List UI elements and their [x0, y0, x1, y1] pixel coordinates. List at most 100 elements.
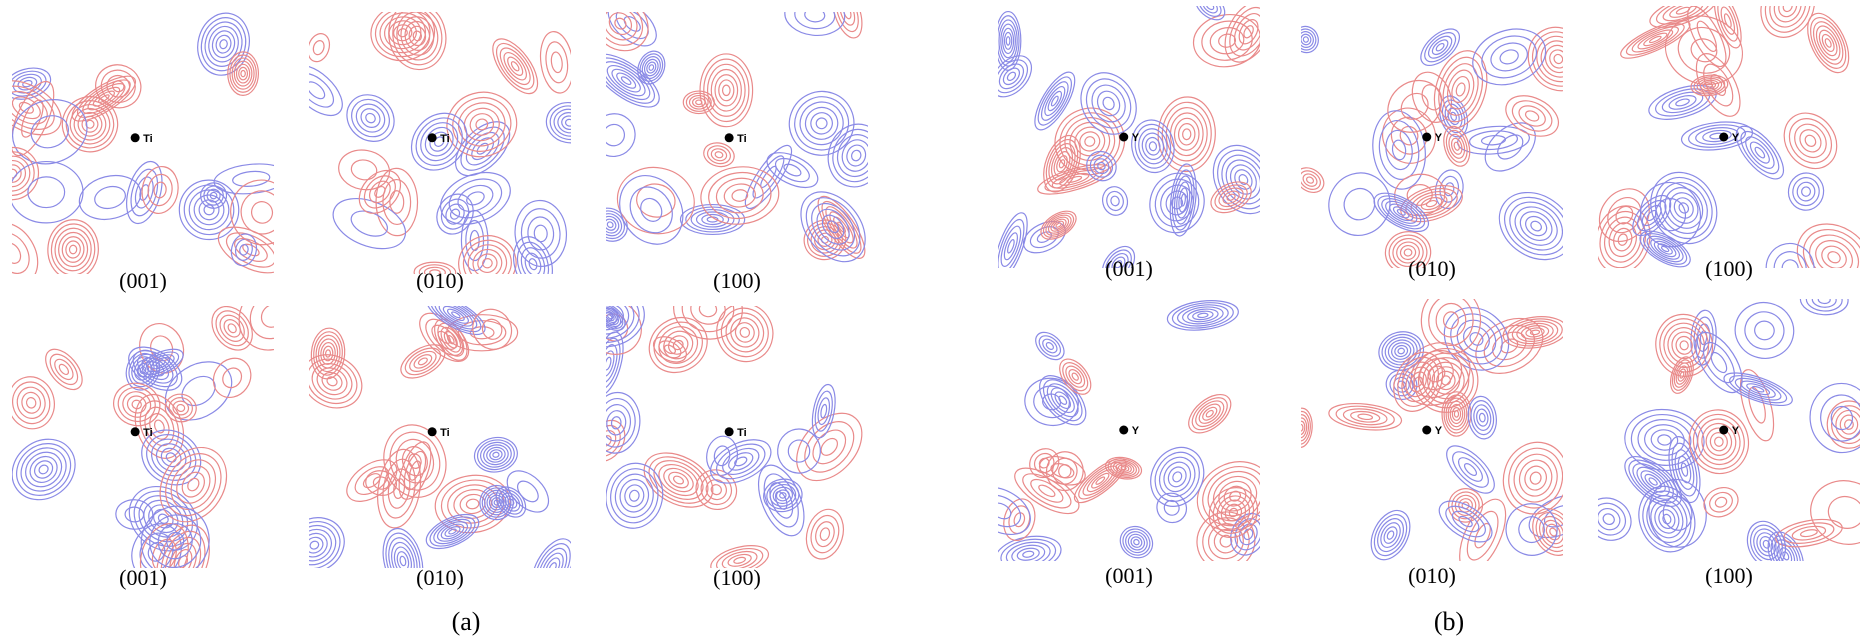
contour-line [810, 112, 833, 135]
contour-line [766, 152, 819, 189]
contour-line [1217, 149, 1260, 210]
contour-line [312, 40, 325, 56]
contour-line [1508, 447, 1563, 509]
contour-line [309, 521, 341, 568]
contour-line [1110, 195, 1120, 207]
contour-line [455, 121, 511, 177]
contour-line [12, 222, 39, 274]
contour-line [1378, 119, 1420, 180]
contour-plot [998, 300, 1260, 561]
contour-line [1435, 42, 1445, 52]
contour-line [533, 224, 548, 243]
contour-line [1749, 141, 1770, 164]
contour-line [1773, 6, 1802, 23]
contour-line [1702, 129, 1732, 143]
contour-line [69, 104, 111, 145]
contour-line [1653, 240, 1677, 258]
contour-line [1544, 44, 1563, 74]
contour-line [409, 350, 437, 372]
contour-line [483, 444, 509, 466]
contour-line [462, 239, 512, 274]
contour-line [1405, 187, 1458, 220]
contour-line [1050, 147, 1074, 181]
contour-line [313, 331, 343, 376]
contour-line [12, 438, 76, 501]
contour-line [1089, 154, 1114, 178]
contour-line [607, 12, 657, 47]
contour-line [445, 203, 465, 225]
contour-line [215, 34, 232, 54]
plane-label: (010) [1408, 563, 1456, 588]
contour-line [1754, 146, 1766, 159]
contour-line [1821, 245, 1847, 268]
contour-line [227, 51, 260, 96]
contour-line [769, 482, 794, 519]
contour-line [1102, 96, 1115, 111]
contour-line [805, 508, 845, 560]
contour-line [1194, 6, 1226, 21]
contour-line [506, 470, 550, 513]
contour-line [520, 208, 561, 259]
contour-plot [309, 306, 571, 568]
contour-line [424, 126, 454, 157]
contour-line [82, 83, 126, 115]
contour-line [1047, 90, 1063, 112]
contour-line [658, 463, 699, 497]
contour-line [846, 144, 867, 167]
contour-line [998, 212, 1028, 268]
contour-line [832, 128, 868, 183]
contour-line [1650, 499, 1684, 539]
contour-line [1810, 480, 1860, 545]
contour-line [1377, 195, 1426, 230]
contour-line [1805, 299, 1843, 312]
contour-line [400, 344, 446, 379]
contour-line [804, 106, 839, 140]
contour-line [1787, 172, 1825, 211]
contour-line [820, 437, 839, 456]
contour-line [326, 376, 338, 387]
contour-line [1413, 376, 1423, 388]
contour-line [387, 468, 411, 509]
contour-line [1452, 451, 1489, 488]
contour-line [25, 451, 63, 488]
contour-line [1196, 461, 1260, 532]
contour-line [12, 160, 84, 224]
contour-line [1782, 6, 1793, 13]
contour-line [703, 58, 750, 123]
contour-line [425, 318, 464, 356]
contour-line [203, 185, 224, 206]
contour-line [1709, 432, 1728, 452]
contour-line [1796, 181, 1816, 202]
contour-line [49, 353, 79, 386]
contour-line [1086, 469, 1114, 493]
contour-line [1669, 356, 1694, 394]
contour-line [1518, 459, 1553, 497]
contour-line [1166, 300, 1239, 331]
contour-line [132, 350, 178, 388]
contour-line [1400, 184, 1463, 223]
contour-line [230, 233, 258, 267]
contour-line [606, 210, 625, 240]
contour-line [480, 441, 512, 468]
contour-line [1225, 159, 1260, 200]
contour-line [1431, 39, 1449, 56]
contour-line [12, 80, 55, 157]
contour-line [472, 248, 503, 274]
contour-line [1033, 385, 1070, 419]
contour-line [187, 477, 200, 492]
contour-line [1170, 196, 1184, 210]
contour-line [1680, 462, 1689, 477]
contour-line [504, 495, 518, 509]
contour-line [819, 527, 831, 541]
contour-line [1505, 95, 1559, 137]
contour-line [1811, 299, 1837, 308]
contour-line [557, 112, 571, 134]
contour-line [648, 456, 709, 504]
contour-line [1427, 35, 1453, 59]
contour-line [810, 514, 840, 554]
contour-line [606, 12, 649, 52]
contour-line [157, 513, 169, 524]
contour-line [606, 337, 621, 390]
contour-line [1762, 539, 1771, 549]
contour-line [714, 74, 739, 107]
